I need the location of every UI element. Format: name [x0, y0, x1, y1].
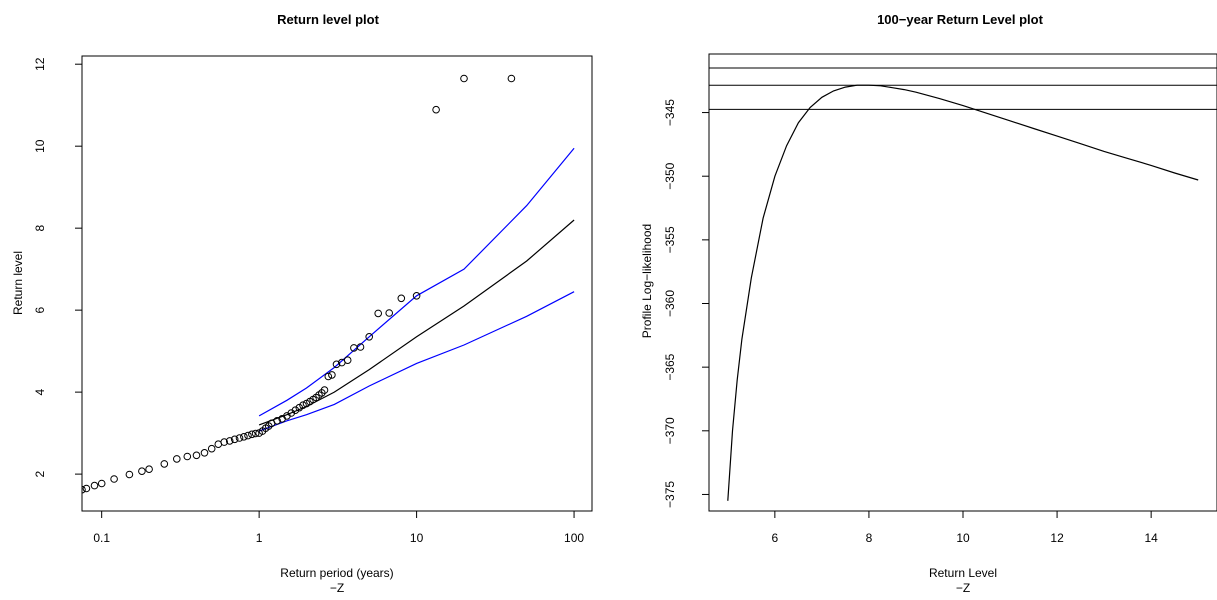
y-tick-label: −360: [663, 290, 677, 317]
data-point: [110, 475, 118, 483]
data-point: [82, 485, 86, 494]
data-point: [374, 309, 383, 318]
y-tick-label: 6: [33, 306, 47, 313]
fitted-line: [258, 219, 575, 426]
data-point: [207, 444, 216, 453]
data-point: [145, 465, 153, 474]
y-tick-label: 12: [33, 57, 47, 71]
data-point: [385, 309, 394, 317]
x-tick-label: 0.1: [93, 531, 110, 545]
data-point: [432, 105, 440, 114]
data-point: [251, 429, 260, 438]
x-axis-label: Return period (years): [280, 566, 393, 580]
y-tick-label: −375: [663, 481, 677, 508]
data-point: [299, 401, 307, 410]
data-point: [507, 74, 516, 83]
data-point: [356, 343, 365, 351]
data-point: [200, 449, 209, 457]
x-axis-label: Return Level: [929, 566, 997, 580]
data-point: [235, 434, 244, 442]
fitted-line: [727, 84, 1199, 501]
y-tick-label: −350: [663, 162, 677, 189]
x-tick-label: 10: [956, 531, 970, 545]
return-level-plot: Return level plot Return period (years) …: [11, 12, 593, 595]
data-point: [160, 460, 169, 468]
y-tick-label: 10: [33, 139, 47, 153]
data-point: [183, 452, 192, 461]
data-point: [273, 417, 281, 425]
plot-frame: [81, 55, 593, 512]
x-tick-label: 6: [772, 531, 779, 545]
plot-frame: [708, 53, 1217, 512]
y-tick-label: −345: [663, 99, 677, 126]
data-point: [328, 371, 336, 379]
data-point: [332, 360, 341, 369]
data-point: [320, 386, 329, 394]
data-point: [412, 292, 421, 300]
x-tick-label: 10: [410, 531, 424, 545]
y-tick-label: 2: [33, 470, 47, 477]
chart-title: Return level plot: [277, 12, 380, 27]
data-point: [397, 294, 406, 303]
data-point: [125, 470, 134, 479]
data-point: [90, 481, 99, 490]
x-tick-label: 12: [1050, 531, 1064, 545]
data-point: [192, 451, 201, 460]
y-tick-label: −355: [663, 226, 677, 253]
data-point: [173, 455, 181, 463]
x-tick-label: 1: [256, 531, 263, 545]
data-point: [343, 356, 352, 365]
y-tick-label: 8: [33, 225, 47, 232]
confidence-bound-line: [258, 147, 575, 417]
x-tick-label: 8: [866, 531, 873, 545]
data-point: [240, 433, 248, 441]
data-point: [324, 372, 333, 381]
y-axis-label: Return level: [11, 251, 25, 315]
data-point: [138, 467, 146, 476]
plot-area: [82, 74, 575, 494]
y-tick-label: −365: [663, 353, 677, 380]
data-point: [248, 430, 256, 439]
data-point: [225, 437, 234, 445]
x-tick-label: 14: [1144, 531, 1158, 545]
data-point: [97, 479, 106, 488]
data-point: [82, 484, 91, 493]
data-point: [220, 438, 228, 446]
confidence-bound-line: [258, 291, 575, 432]
data-point: [365, 333, 374, 341]
x-tick-label: 100: [564, 531, 584, 545]
y-tick-label: −370: [663, 417, 677, 444]
x-axis-sublabel: −Z: [330, 581, 344, 595]
data-point: [230, 435, 239, 444]
profile-likelihood-plot: 100−year Return Level plot Return Level …: [640, 12, 1217, 595]
y-tick-label: 4: [33, 388, 47, 395]
data-point: [244, 431, 252, 440]
y-axis-label: Profile Log−likelihood: [640, 224, 654, 338]
data-point: [460, 74, 468, 83]
x-axis-sublabel: −Z: [956, 581, 970, 595]
plot-area: [709, 67, 1217, 501]
chart-title: 100−year Return Level plot: [877, 12, 1043, 27]
data-point: [291, 406, 300, 415]
